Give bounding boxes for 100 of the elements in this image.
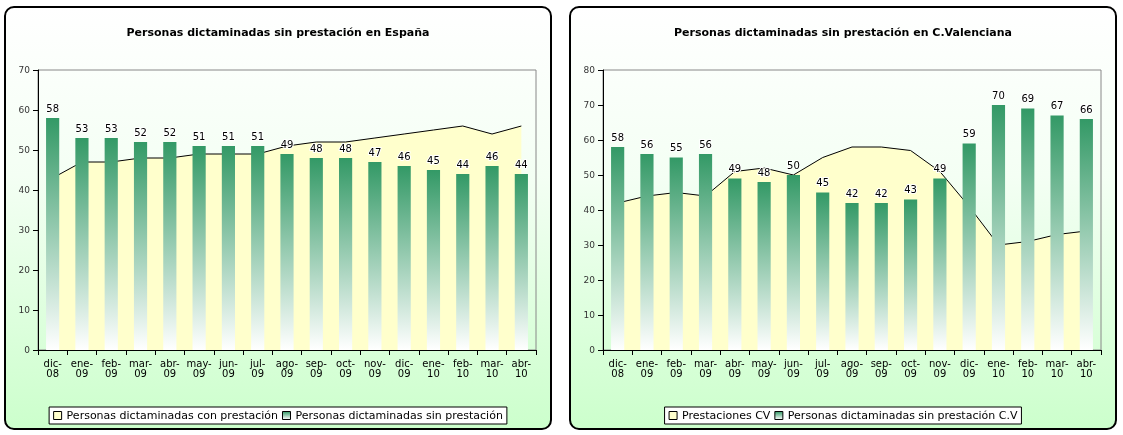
bar [104,138,118,350]
x-tick-label: may-09 [751,357,778,379]
legend-label: Prestaciones CV [682,409,771,422]
data-label: 43 [904,184,917,195]
x-tick-label: ene-09 [70,357,94,379]
data-label: 51 [222,130,235,142]
bar [251,146,265,350]
bar [669,157,683,350]
bar [962,143,976,350]
x-tick-label: jun-09 [782,357,804,379]
data-label: 59 [962,128,976,139]
x-tick-label: mar-09 [694,357,718,379]
x-tick-label: abr-10 [1076,357,1097,379]
bar [46,118,60,350]
y-tick-label: 20 [583,275,596,285]
y-tick-label: 70 [583,100,596,110]
x-tick-label: ago-09 [275,357,299,379]
bar [368,162,382,350]
data-label: 44 [456,158,470,170]
x-tick-label: dic-09 [395,357,414,379]
x-tick-label: jul-09 [248,357,266,379]
y-tick-label: 30 [18,225,31,235]
data-label: 52 [134,126,147,138]
bar [933,178,947,350]
chart-title: Personas dictaminadas sin prestación en España [126,26,430,39]
y-tick-label: 10 [583,310,596,320]
bar [728,178,742,350]
data-label: 51 [192,130,206,142]
x-tick-label: may-09 [186,357,213,379]
x-tick-label: sep-09 [305,357,328,379]
bar [192,146,206,350]
x-tick-label: dic-09 [960,357,979,379]
legend-label: Personas dictaminadas sin prestación [295,409,503,422]
data-label: 69 [1021,93,1035,104]
chart-title: Personas dictaminadas sin prestación en C.Valenciana [674,26,1012,39]
x-tick-label: nov-09 [364,357,387,379]
bar [221,146,235,350]
x-tick-label: ago-09 [840,357,864,379]
data-label: 47 [368,146,382,158]
x-tick-label: mar-10 [1045,357,1069,379]
x-tick-label: feb-10 [452,357,473,379]
bar [786,175,800,350]
data-label: 70 [992,89,1005,101]
data-label: 42 [845,187,859,199]
data-label: 46 [485,150,499,162]
data-label: 45 [816,177,830,188]
data-label: 53 [75,122,89,134]
data-label: 50 [787,159,800,171]
bar [280,154,294,350]
data-label: 46 [397,150,411,162]
data-label: 51 [251,130,265,142]
data-label: 48 [339,142,352,154]
bar [339,158,353,350]
bar [163,142,177,350]
y-tick-label: 50 [583,170,596,180]
data-label: 48 [757,166,771,178]
data-label: 45 [427,154,440,166]
bar [757,182,771,350]
y-tick-label: 70 [18,65,31,75]
data-label: 53 [104,122,118,134]
bar [485,166,499,350]
legend-label: Personas dictaminadas sin prestación C.V [787,409,1018,422]
bar [1079,119,1093,350]
data-label: 44 [514,158,528,170]
data-label: 48 [309,142,323,154]
data-label: 49 [933,163,947,174]
x-tick-label: ene-09 [635,357,659,379]
x-tick-label: mar-10 [480,357,504,379]
y-tick-label: 20 [18,265,31,275]
data-label: 55 [669,142,683,153]
data-label: 58 [611,131,625,143]
x-tick-label: ene-10 [422,357,445,379]
y-tick-label: 0 [589,345,596,355]
bar [133,142,148,350]
x-tick-label: oct-09 [901,357,921,379]
x-tick-label: jul-09 [813,357,831,379]
data-label: 56 [640,138,654,150]
x-tick-label: dic-08 [608,357,628,379]
y-tick-label: 10 [18,305,31,315]
x-tick-label: mar-09 [129,357,153,379]
y-tick-label: 0 [24,345,31,355]
bar [426,170,441,350]
data-label: 56 [699,138,712,150]
x-tick-label: abr-10 [511,357,532,379]
data-label: 49 [728,163,742,174]
x-tick-label: sep-09 [870,357,893,379]
x-tick-label: jun-09 [217,357,239,379]
x-tick-label: ene-10 [987,357,1010,379]
data-label: 67 [1050,100,1064,111]
data-label: 58 [46,102,60,114]
bar [1021,108,1035,350]
bar [514,174,528,350]
bar [904,199,918,350]
y-tick-label: 60 [18,105,31,115]
x-tick-label: abr-09 [160,357,180,379]
bar [309,158,323,350]
y-tick-label: 30 [583,240,596,250]
x-tick-label: feb-10 [1017,357,1038,379]
bar [456,174,470,350]
legend-label: Personas dictaminadas con prestación [66,409,279,422]
